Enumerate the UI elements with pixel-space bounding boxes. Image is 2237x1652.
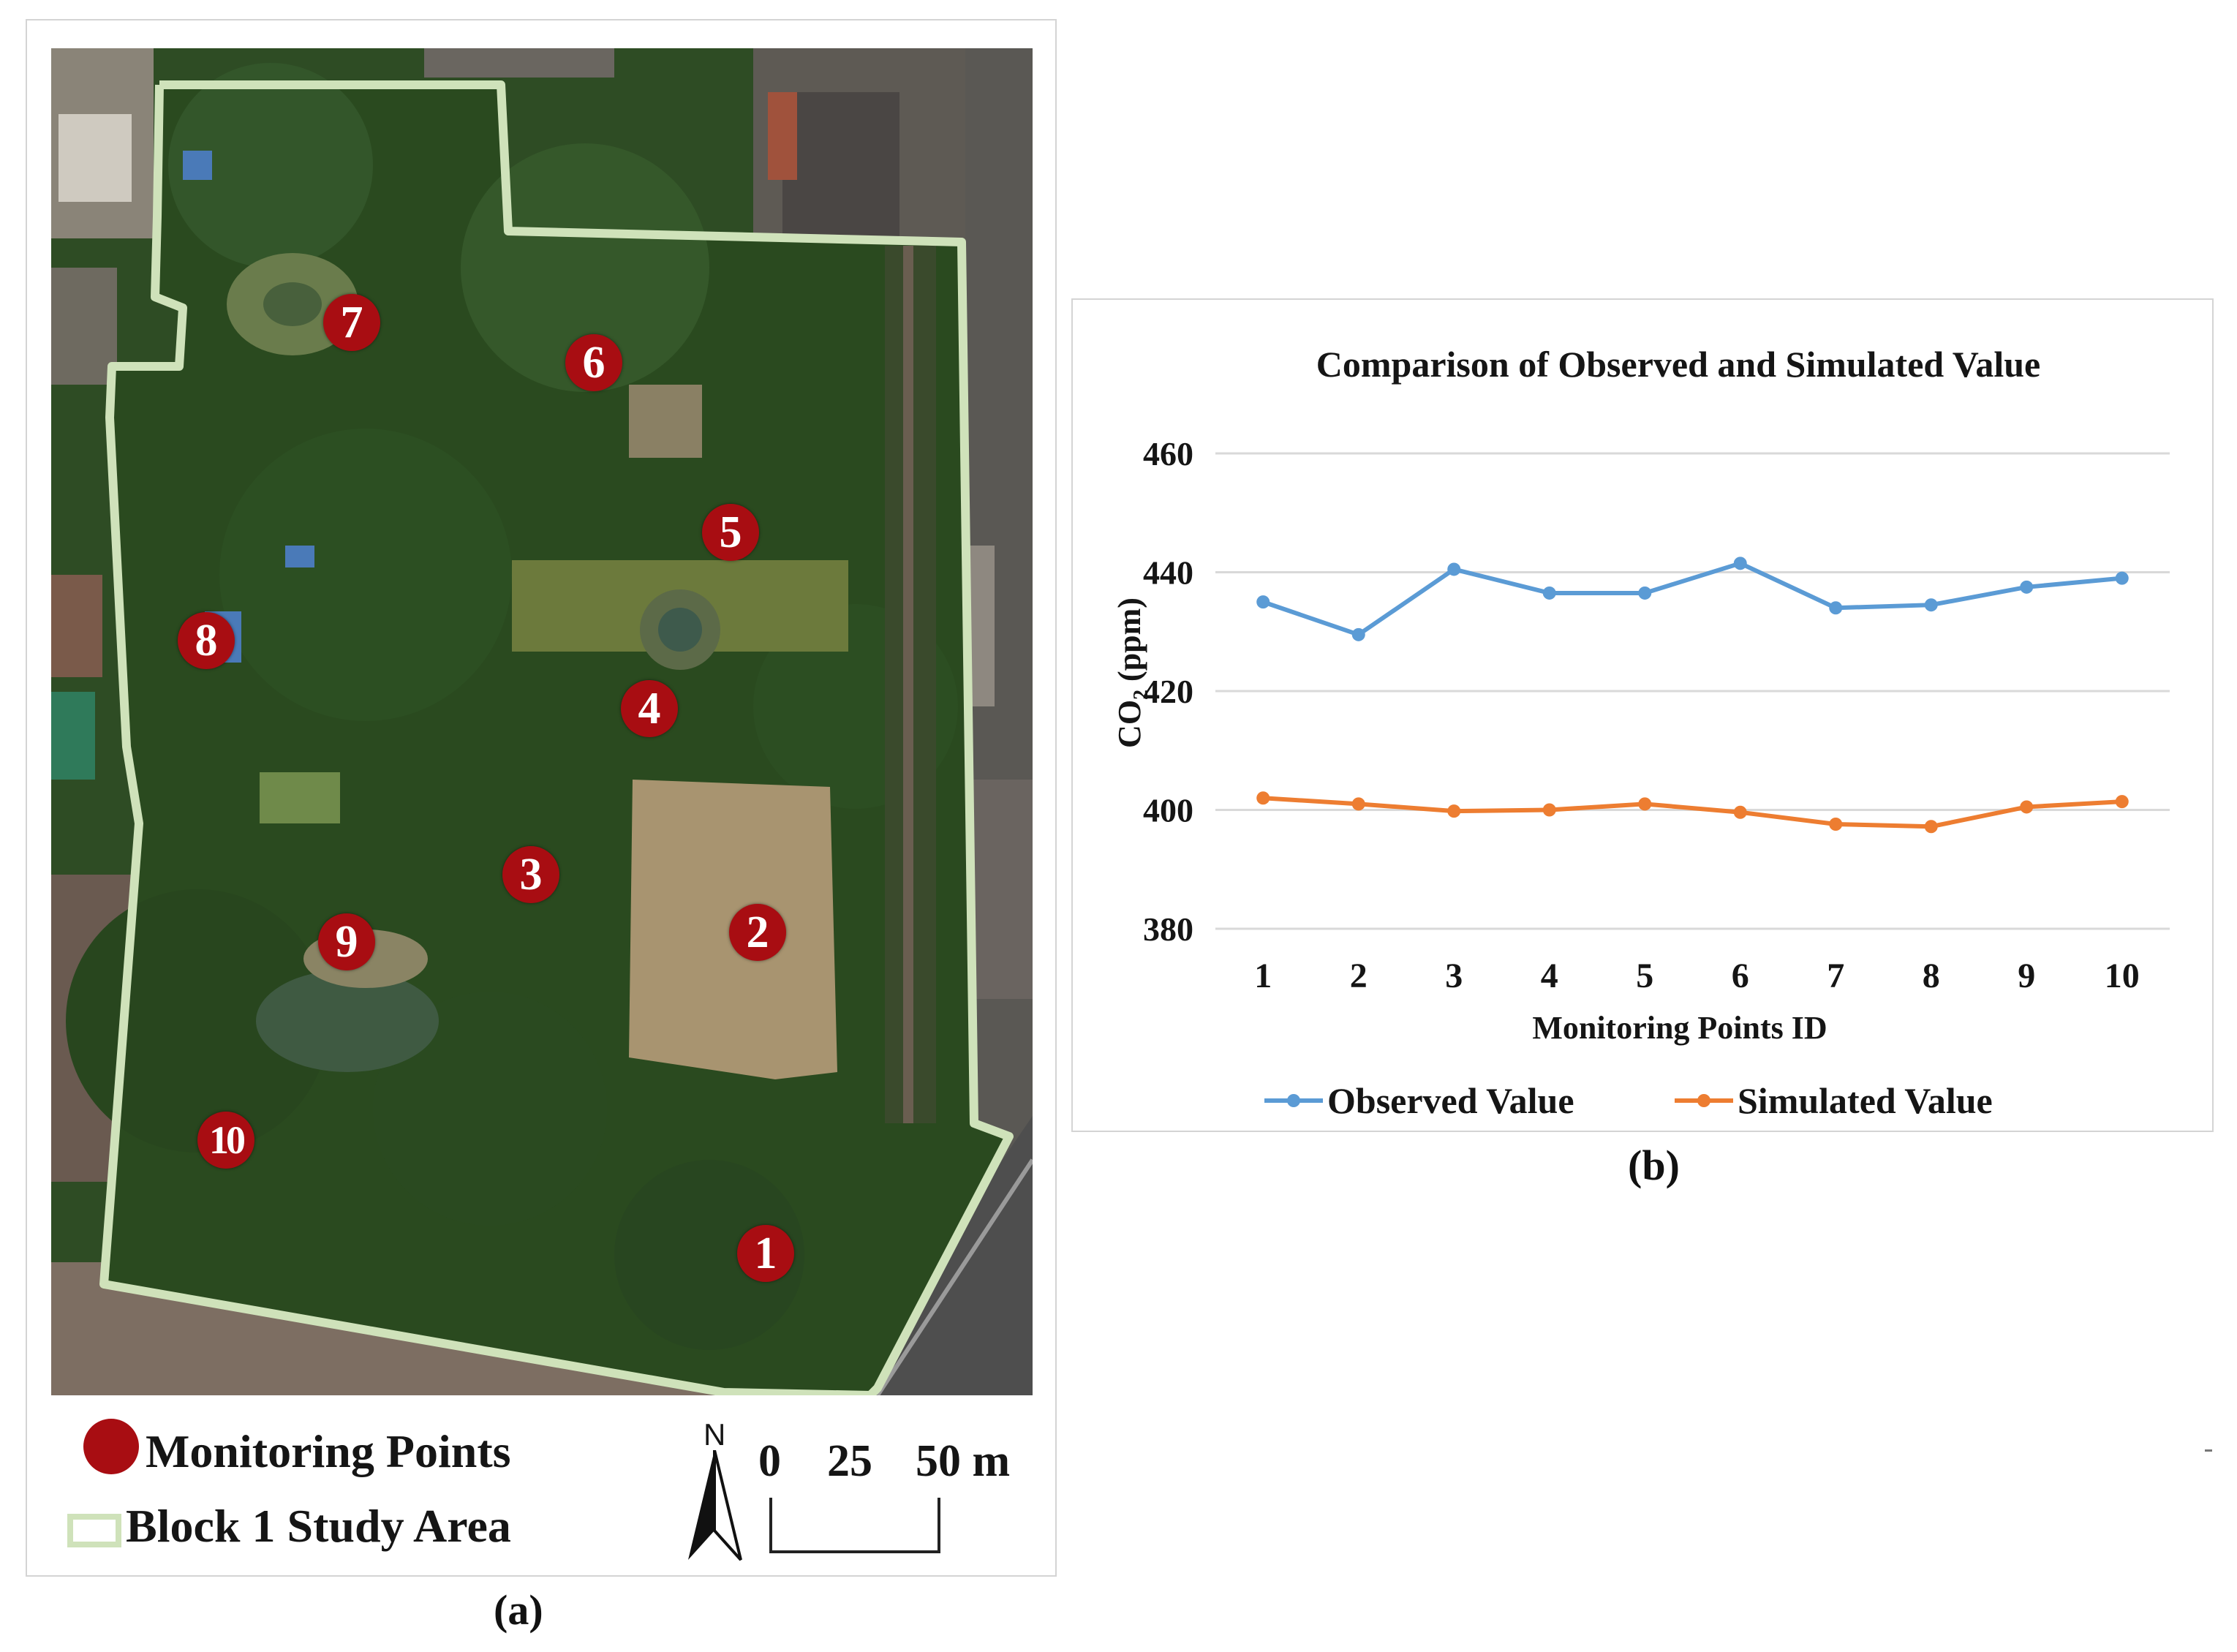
north-arrow-label: N <box>703 1417 726 1452</box>
monitoring-point-2: 2 <box>729 904 786 961</box>
y-tick-label-460: 460 <box>1143 435 1193 472</box>
data-point-1-10 <box>2115 795 2129 809</box>
x-tick-label-5: 5 <box>1636 957 1653 995</box>
monitoring-points-legend-label: Monitoring Points <box>146 1425 511 1477</box>
data-point-0-2 <box>1351 627 1365 641</box>
panel-a-label: (a) <box>494 1586 543 1634</box>
data-point-1-6 <box>1733 805 1747 819</box>
scale-bar <box>769 1498 940 1553</box>
data-point-0-5 <box>1638 586 1652 600</box>
y-tick-label-440: 440 <box>1143 554 1193 592</box>
chart-title: Comparison of Observed and Simulated Val… <box>1316 344 2040 385</box>
series-line-0 <box>1262 561 2123 637</box>
series-lines <box>1256 557 2129 834</box>
monitoring-point-9: 9 <box>318 913 375 970</box>
data-point-0-8 <box>1924 598 1938 612</box>
monitoring-point-3: 3 <box>502 846 559 903</box>
data-point-1-7 <box>1829 818 1843 831</box>
satellite-map: 1 2 3 4 5 6 7 8 9 10 <box>51 48 1033 1395</box>
scale-tick-0: 0 <box>758 1436 781 1486</box>
x-tick-label-10: 10 <box>2105 957 2140 995</box>
legend-marker-0 <box>1287 1094 1300 1107</box>
panel-b-label: (b) <box>1628 1142 1680 1189</box>
line-chart: Comparison of Observed and Simulated Val… <box>1112 344 2170 1121</box>
monitoring-point-1: 1 <box>737 1225 794 1282</box>
satellite-imagery <box>51 48 1033 1395</box>
data-point-0-1 <box>1256 595 1270 609</box>
monitoring-point-6: 6 <box>565 334 622 391</box>
y-axis-ticks: 380 400 420 440 460 <box>1143 435 1193 948</box>
data-point-1-5 <box>1638 797 1652 811</box>
monitoring-point-7: 7 <box>323 294 380 351</box>
monitoring-point-5: 5 <box>702 504 759 561</box>
x-tick-label-4: 4 <box>1541 957 1558 995</box>
legend-label-1: Simulated Value <box>1738 1080 1993 1121</box>
data-point-0-3 <box>1447 562 1461 576</box>
data-point-0-6 <box>1733 557 1747 570</box>
series-0 <box>1256 557 2129 641</box>
monitoring-point-4: 4 <box>621 680 678 737</box>
scale-tick-25: 25 <box>827 1436 872 1486</box>
study-area-boundary <box>99 80 1014 1395</box>
north-arrow-icon <box>688 1450 742 1561</box>
data-point-1-2 <box>1351 797 1365 811</box>
scale-tick-50: 50 m <box>916 1436 1011 1486</box>
data-point-0-4 <box>1542 586 1556 600</box>
chart-legend: Observed Value Simulated Value <box>1264 1080 1993 1121</box>
y-axis-label: CO2 (ppm) <box>1112 597 1153 748</box>
monitoring-point-10: 10 <box>197 1112 254 1169</box>
x-tick-label-1: 1 <box>1254 957 1272 995</box>
series-1 <box>1256 791 2129 834</box>
series-line-1 <box>1263 796 2122 829</box>
x-tick-label-7: 7 <box>1827 957 1844 995</box>
legend-marker-1 <box>1697 1094 1710 1107</box>
x-tick-label-6: 6 <box>1732 957 1749 995</box>
data-point-1-3 <box>1447 804 1461 818</box>
data-point-1-8 <box>1924 820 1938 834</box>
monitoring-point-8: 8 <box>178 612 235 669</box>
study-area-legend-symbol <box>67 1514 121 1547</box>
legend-label-0: Observed Value <box>1327 1080 1574 1121</box>
data-point-0-10 <box>2115 571 2129 585</box>
y-tick-label-420: 420 <box>1143 673 1193 710</box>
data-point-1-4 <box>1542 803 1556 817</box>
gridlines <box>1215 452 2170 930</box>
data-point-1-9 <box>2020 800 2034 814</box>
monitoring-point-legend-symbol <box>83 1419 139 1474</box>
x-tick-label-2: 2 <box>1350 957 1368 995</box>
y-tick-label-400: 400 <box>1143 792 1193 829</box>
x-axis-ticks: 1 2 3 4 5 6 7 8 9 10 <box>1254 957 2140 995</box>
y-tick-label-380: 380 <box>1143 910 1193 948</box>
map-panel: 1 2 3 4 5 6 7 8 9 10 Monitoring Points B… <box>26 19 1057 1577</box>
stray-mark <box>2205 1449 2212 1452</box>
study-area-legend-label: Block 1 Study Area <box>126 1500 511 1552</box>
chart-panel: Comparison of Observed and Simulated Val… <box>1071 298 2214 1132</box>
data-point-1-1 <box>1256 791 1270 805</box>
x-tick-label-3: 3 <box>1445 957 1463 995</box>
data-point-0-7 <box>1829 601 1843 615</box>
x-tick-label-9: 9 <box>2018 957 2035 995</box>
x-axis-label: Monitoring Points ID <box>1532 1010 1827 1046</box>
x-tick-label-8: 8 <box>1923 957 1940 995</box>
data-point-0-9 <box>2020 580 2034 594</box>
